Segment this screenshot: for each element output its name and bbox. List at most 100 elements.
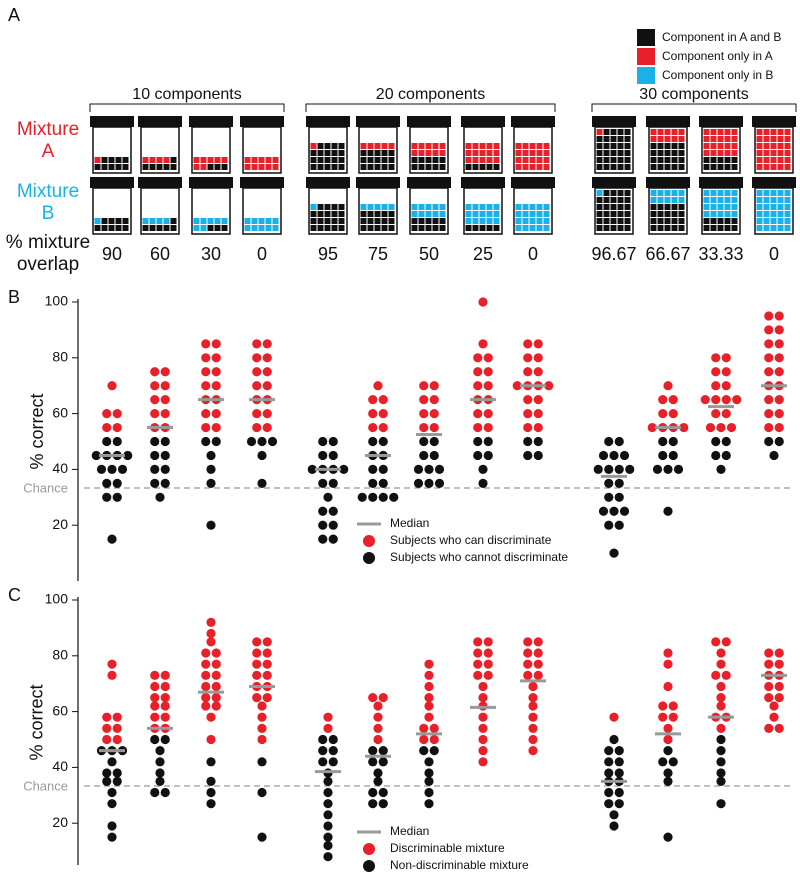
component [411,211,418,217]
subject-dot [473,659,483,669]
component [418,157,425,163]
subject-dot [419,422,429,433]
component [465,157,472,163]
component [149,225,156,231]
component [763,197,770,203]
component [381,225,388,231]
subject-dot [211,436,221,447]
subject-dot [614,478,624,488]
component [94,218,101,224]
vial-cap [461,116,505,127]
component [251,164,258,170]
subject-dot [323,787,333,798]
subject-dot [533,670,543,680]
component [717,150,724,156]
component [610,190,617,196]
subject-dot [434,478,445,488]
component [603,157,610,163]
component [265,157,272,163]
component [388,218,395,224]
subject-dot [523,409,533,419]
component [664,225,671,231]
component [374,157,381,163]
component [388,164,395,170]
vial-cap [752,116,796,127]
subject-dot [614,464,624,474]
subject-dot [378,464,388,474]
component [603,190,610,196]
component [265,225,272,231]
subject-dot [523,450,533,461]
subject-dot [478,339,488,349]
component [472,204,479,210]
component [763,164,770,170]
group-label: 30 components [639,86,748,103]
subject-dot [328,734,338,745]
subject-dot [598,450,609,461]
component [324,157,331,163]
component [163,157,170,163]
subject-dot [721,670,731,680]
component [671,218,678,224]
component [650,190,657,196]
subject-dot [663,723,673,733]
subject-dot [328,534,338,544]
subject-dot [257,723,267,733]
component [432,204,439,210]
component [624,190,631,196]
subject-dot [483,367,493,377]
component [317,150,324,156]
component [543,150,550,156]
component [486,218,493,224]
vial-cap [752,177,796,188]
subject-dot [206,799,216,809]
subject-dot [429,395,439,405]
subject-dot [764,339,774,349]
subject-dot [206,628,216,639]
component [425,164,432,170]
component [108,218,115,224]
component [777,150,784,156]
subject-dot [323,492,333,502]
subject-dot [774,659,784,669]
component [265,218,272,224]
component [624,157,631,163]
component [265,164,272,170]
component [388,211,395,217]
subject-dot [368,693,378,703]
subject-dot [764,325,774,335]
subject-dot [150,478,160,488]
subject-dot [614,787,624,798]
component [515,204,522,210]
component [418,164,425,170]
component [650,204,657,210]
component [360,157,367,163]
component [731,157,738,163]
y-tick-label: 40 [52,460,68,476]
y-tick-label: 40 [52,758,68,774]
subject-dot [150,409,160,419]
component [214,225,221,231]
component [678,157,685,163]
component [101,225,108,231]
subject-dot [211,659,221,669]
subject-dot [373,381,383,391]
subject-dot [102,478,112,488]
component [617,204,624,210]
subject-dot [429,409,439,419]
component [149,218,156,224]
component [717,190,724,196]
component [724,143,731,149]
subject-dot [769,701,779,711]
subject-dot [378,693,388,703]
vial-cap [646,177,690,188]
component [317,157,324,163]
component [418,218,425,224]
component [479,211,486,217]
component [479,164,486,170]
component [367,164,374,170]
component [493,211,500,217]
subject-dot [257,787,267,798]
subject-dot [732,395,742,405]
component [317,204,324,210]
